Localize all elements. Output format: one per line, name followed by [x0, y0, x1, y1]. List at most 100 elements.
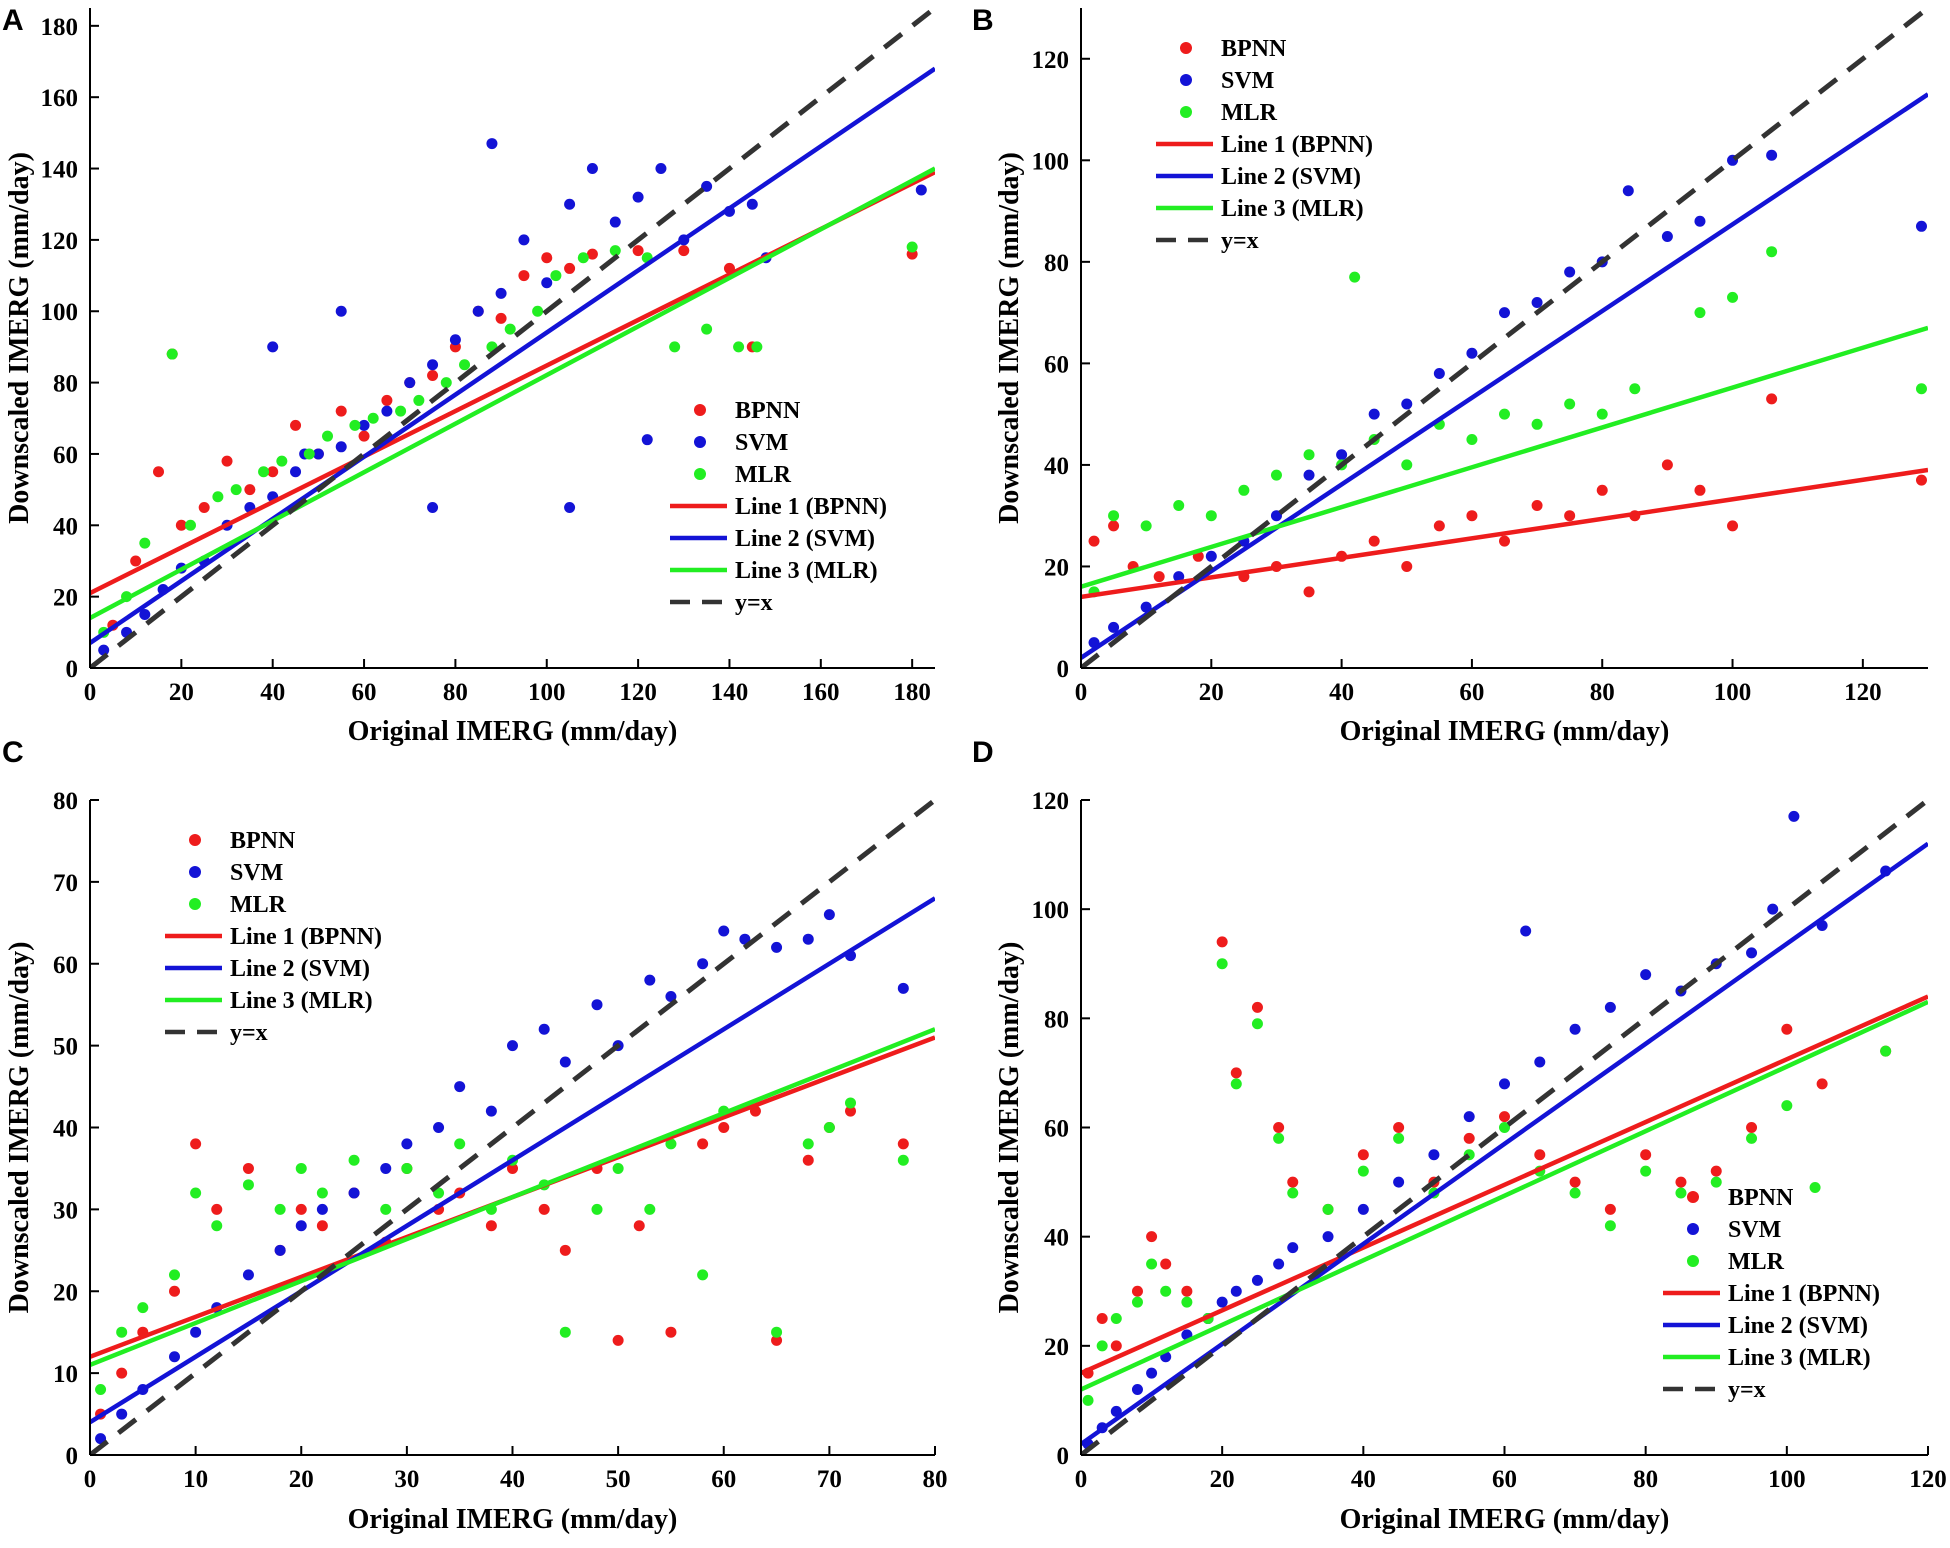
x-axis-title: Original IMERG (mm/day) — [348, 1504, 678, 1535]
point-svm — [746, 198, 758, 210]
point-bpnn — [198, 501, 210, 513]
point-bpnn — [358, 430, 370, 442]
point-svm — [1131, 1384, 1143, 1395]
point-mlr — [1393, 1132, 1405, 1144]
y-tick-label: 120 — [1032, 47, 1070, 74]
y-tick-label: 20 — [53, 1279, 78, 1306]
point-bpnn — [1564, 510, 1576, 522]
point-mlr — [1499, 408, 1510, 420]
legend: BPNN SVM MLR Line 1 (BPNN) Line 2 (SVM) Line … — [1156, 36, 1373, 254]
point-svm — [1357, 1203, 1369, 1215]
point-bpnn — [1569, 1176, 1581, 1188]
y-tick-label: 120 — [41, 228, 79, 255]
fit-line-line-1-bpnn- — [1081, 994, 1928, 1376]
point-mlr — [1781, 1100, 1793, 1112]
point-svm — [507, 1040, 518, 1052]
point-bpnn — [1357, 1149, 1369, 1161]
point-mlr — [322, 430, 334, 442]
legend-label: SVM — [735, 430, 788, 456]
point-mlr — [1357, 1165, 1369, 1177]
point-mlr — [433, 1187, 445, 1199]
point-bpnn — [221, 455, 233, 467]
x-axis-title: Original IMERG (mm/day) — [1340, 716, 1670, 747]
point-bpnn — [1393, 1122, 1405, 1133]
point-bpnn — [427, 369, 439, 381]
legend-label: y=x — [1728, 1377, 1766, 1403]
y-tick-label: 180 — [41, 14, 79, 41]
x-tick-label: 0 — [84, 679, 97, 706]
point-mlr — [184, 519, 196, 531]
y-tick-label: 0 — [66, 1443, 79, 1470]
point-bpnn — [1499, 535, 1510, 547]
legend-marker — [694, 436, 706, 448]
legend-label: SVM — [230, 860, 283, 886]
point-svm — [1534, 1056, 1546, 1068]
fit-line-line-2-svm- — [1081, 841, 1928, 1446]
point-mlr — [1915, 383, 1927, 395]
point-bpnn — [802, 1154, 814, 1166]
y-tick-label: 60 — [1044, 351, 1069, 378]
point-svm — [335, 305, 347, 317]
point-svm — [335, 441, 347, 453]
panel-a: A 0 20 40 60 80 100 120 140 160 180 0 20 40 60 80 100 120… — [2, 4, 935, 747]
point-bpnn — [495, 312, 507, 324]
y-tick-label: 40 — [53, 513, 78, 540]
point-svm — [701, 180, 713, 192]
point-mlr — [1596, 408, 1608, 420]
fit-line-line-2-svm- — [90, 896, 935, 1425]
point-bpnn — [1160, 1258, 1172, 1270]
y-tick-label: 140 — [41, 157, 79, 184]
point-mlr — [1640, 1165, 1652, 1177]
point-mlr — [1629, 383, 1641, 395]
x-tick-label: 80 — [443, 679, 468, 706]
point-bpnn — [1287, 1176, 1299, 1188]
legend-label: y=x — [230, 1020, 268, 1046]
point-svm — [1322, 1231, 1334, 1243]
x-axis-title: Original IMERG (mm/day) — [1340, 1504, 1670, 1535]
point-svm — [1336, 449, 1348, 461]
point-mlr — [697, 1269, 709, 1281]
point-bpnn — [1604, 1203, 1616, 1215]
y-tick-label: 160 — [41, 85, 79, 112]
point-mlr — [751, 341, 763, 353]
point-mlr — [1604, 1220, 1616, 1232]
y-tick-label: 80 — [53, 788, 78, 815]
point-mlr — [612, 1162, 624, 1174]
point-mlr — [823, 1122, 835, 1133]
point-mlr — [1694, 307, 1706, 319]
x-tick-label: 40 — [500, 1466, 525, 1493]
data-layer — [90, 8, 935, 668]
point-mlr — [1287, 1187, 1299, 1199]
point-bpnn — [1640, 1149, 1652, 1161]
point-svm — [1499, 307, 1510, 319]
x-tick-label: 180 — [893, 679, 931, 706]
point-bpnn — [290, 419, 302, 431]
point-bpnn — [1368, 535, 1380, 547]
point-bpnn — [771, 1334, 783, 1346]
point-bpnn — [1531, 500, 1543, 512]
point-svm — [609, 216, 621, 228]
fit-line-line-3-mlr- — [1081, 325, 1928, 589]
point-mlr — [1146, 1258, 1158, 1270]
x-tick-label: 0 — [1075, 1466, 1088, 1493]
point-bpnn — [564, 262, 576, 274]
x-tick-label: 120 — [1844, 679, 1882, 706]
point-mlr — [348, 1154, 360, 1166]
point-svm — [771, 941, 783, 953]
point-bpnn — [1146, 1231, 1158, 1243]
x-tick-label: 70 — [817, 1466, 842, 1493]
point-svm — [1110, 1405, 1122, 1417]
y-tick-label: 40 — [1044, 453, 1069, 480]
point-bpnn — [1216, 936, 1228, 948]
y-tick-label: 20 — [1044, 1334, 1069, 1361]
point-bpnn — [697, 1138, 709, 1150]
point-svm — [427, 501, 439, 513]
panel-letter: A — [2, 4, 24, 37]
point-svm — [242, 1269, 254, 1281]
fit-line-line-3-mlr- — [90, 1027, 935, 1368]
point-mlr — [1110, 1313, 1122, 1325]
point-mlr — [845, 1097, 856, 1109]
point-bpnn — [1727, 520, 1739, 532]
y-tick-label: 60 — [53, 442, 78, 469]
point-svm — [139, 608, 151, 620]
